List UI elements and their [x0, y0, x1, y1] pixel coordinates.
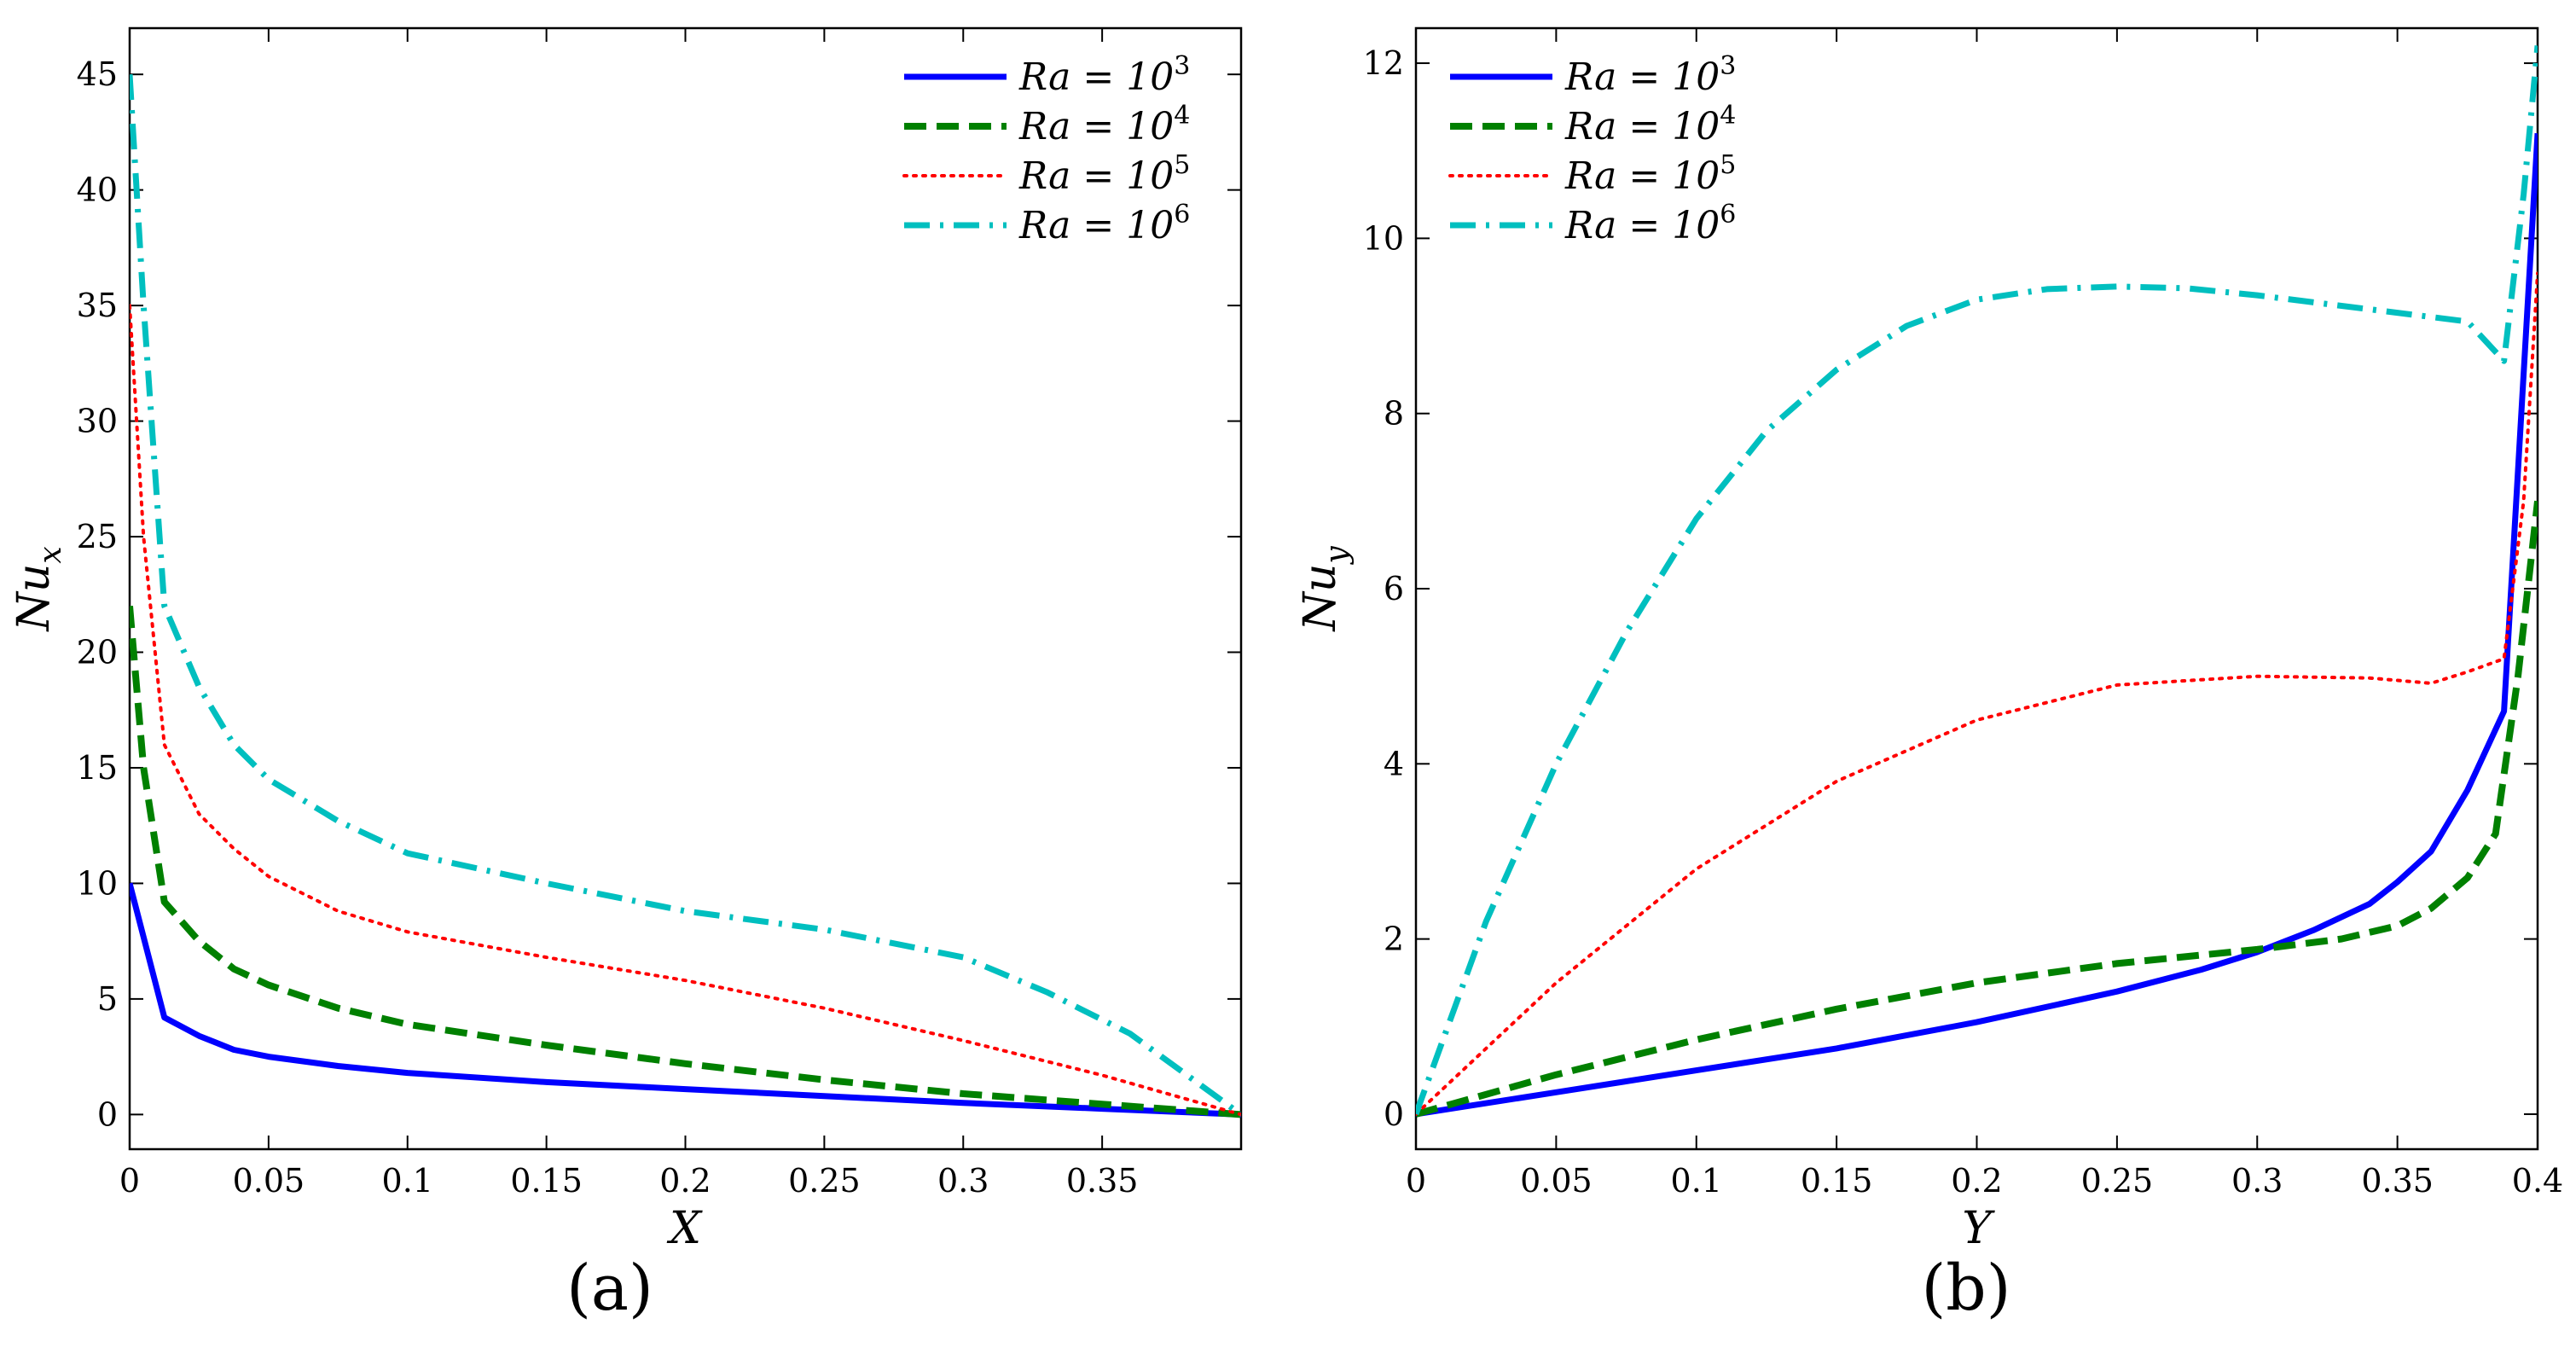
- y-tick-label: 0: [97, 1095, 118, 1133]
- legend-entry-ra-5: Ra = 105: [1018, 150, 1190, 198]
- y-tick-label: 25: [77, 518, 118, 555]
- x-tick-label: 0.3: [937, 1162, 989, 1200]
- panel-label: (a): [566, 1252, 653, 1325]
- x-tick-label: 0.4: [2512, 1162, 2563, 1200]
- x-tick-label: 0.1: [382, 1162, 433, 1200]
- legend-entry-ra-3: Ra = 103: [1564, 51, 1736, 99]
- series-line-ra-6: [1416, 45, 2538, 1116]
- y-tick-label: 45: [77, 55, 118, 93]
- x-tick-label: 0: [1406, 1162, 1426, 1200]
- y-tick-label: 12: [1363, 44, 1404, 82]
- legend-entry-ra-3: Ra = 103: [1018, 51, 1190, 99]
- x-tick-label: 0.05: [233, 1162, 305, 1200]
- series-line-ra-4: [130, 605, 1241, 1118]
- x-tick-label: 0.05: [1520, 1162, 1593, 1200]
- series-line-ra-3: [1416, 132, 2538, 1118]
- legend-entry-ra-4: Ra = 104: [1018, 101, 1190, 148]
- x-tick-label: 0.3: [2231, 1162, 2283, 1200]
- x-tick-label: 0.15: [1801, 1162, 1873, 1200]
- y-tick-label: 20: [77, 634, 118, 671]
- x-tick-label: 0.2: [1951, 1162, 2002, 1200]
- x-tick-label: 0: [119, 1162, 140, 1200]
- y-tick-label: 10: [77, 864, 118, 902]
- series-line-ra-6: [130, 73, 1241, 1118]
- x-tick-label: 0.1: [1671, 1162, 1722, 1200]
- x-tick-label: 0.35: [1066, 1162, 1139, 1200]
- y-axis-label: Nux: [9, 546, 68, 632]
- chart-panel-b: 0 0.05 0.1 0.15 0.2 0.25 0.3 0.35 0.4 0 2 4 6 8 10 12 Y N…: [1295, 26, 2563, 1325]
- y-tick-label: 2: [1384, 921, 1404, 958]
- y-tick-label: 4: [1384, 745, 1404, 782]
- y-tick-label: 5: [97, 980, 118, 1018]
- panel-label: (b): [1921, 1252, 2010, 1325]
- y-tick-label: 8: [1384, 395, 1404, 433]
- y-axis-label: Nuy: [1295, 546, 1355, 633]
- chart-panel-a: 0 0.05 0.1 0.15 0.2 0.25 0.3 0.35 0 5 10 15 20 25 30 35…: [9, 26, 1243, 1325]
- series-line-ra-5: [130, 304, 1241, 1117]
- y-tick-label: 6: [1384, 570, 1404, 607]
- y-tick-label: 35: [77, 287, 118, 324]
- y-tick-label: 0: [1384, 1095, 1404, 1133]
- x-tick-label: 0.35: [2361, 1162, 2434, 1200]
- series-line-ra-3: [130, 882, 1241, 1118]
- y-tick-label: 10: [1363, 219, 1404, 257]
- x-tick-label: 0.15: [510, 1162, 583, 1200]
- y-tick-label: 40: [77, 171, 118, 209]
- legend-entry-ra-4: Ra = 104: [1564, 101, 1736, 148]
- y-tick-label: 15: [77, 749, 118, 787]
- legend-entry-ra-5: Ra = 105: [1564, 150, 1736, 198]
- series-line-ra-5: [1416, 271, 2538, 1116]
- y-tick-label: 30: [77, 403, 118, 440]
- x-tick-label: 0.2: [659, 1162, 711, 1200]
- legend-entry-ra-6: Ra = 106: [1564, 200, 1736, 247]
- legend-entry-ra-6: Ra = 106: [1018, 200, 1190, 247]
- x-axis-label: Y: [1962, 1203, 1995, 1254]
- x-axis-label: X: [666, 1203, 703, 1254]
- x-tick-label: 0.25: [2081, 1162, 2154, 1200]
- x-tick-label: 0.25: [788, 1162, 861, 1200]
